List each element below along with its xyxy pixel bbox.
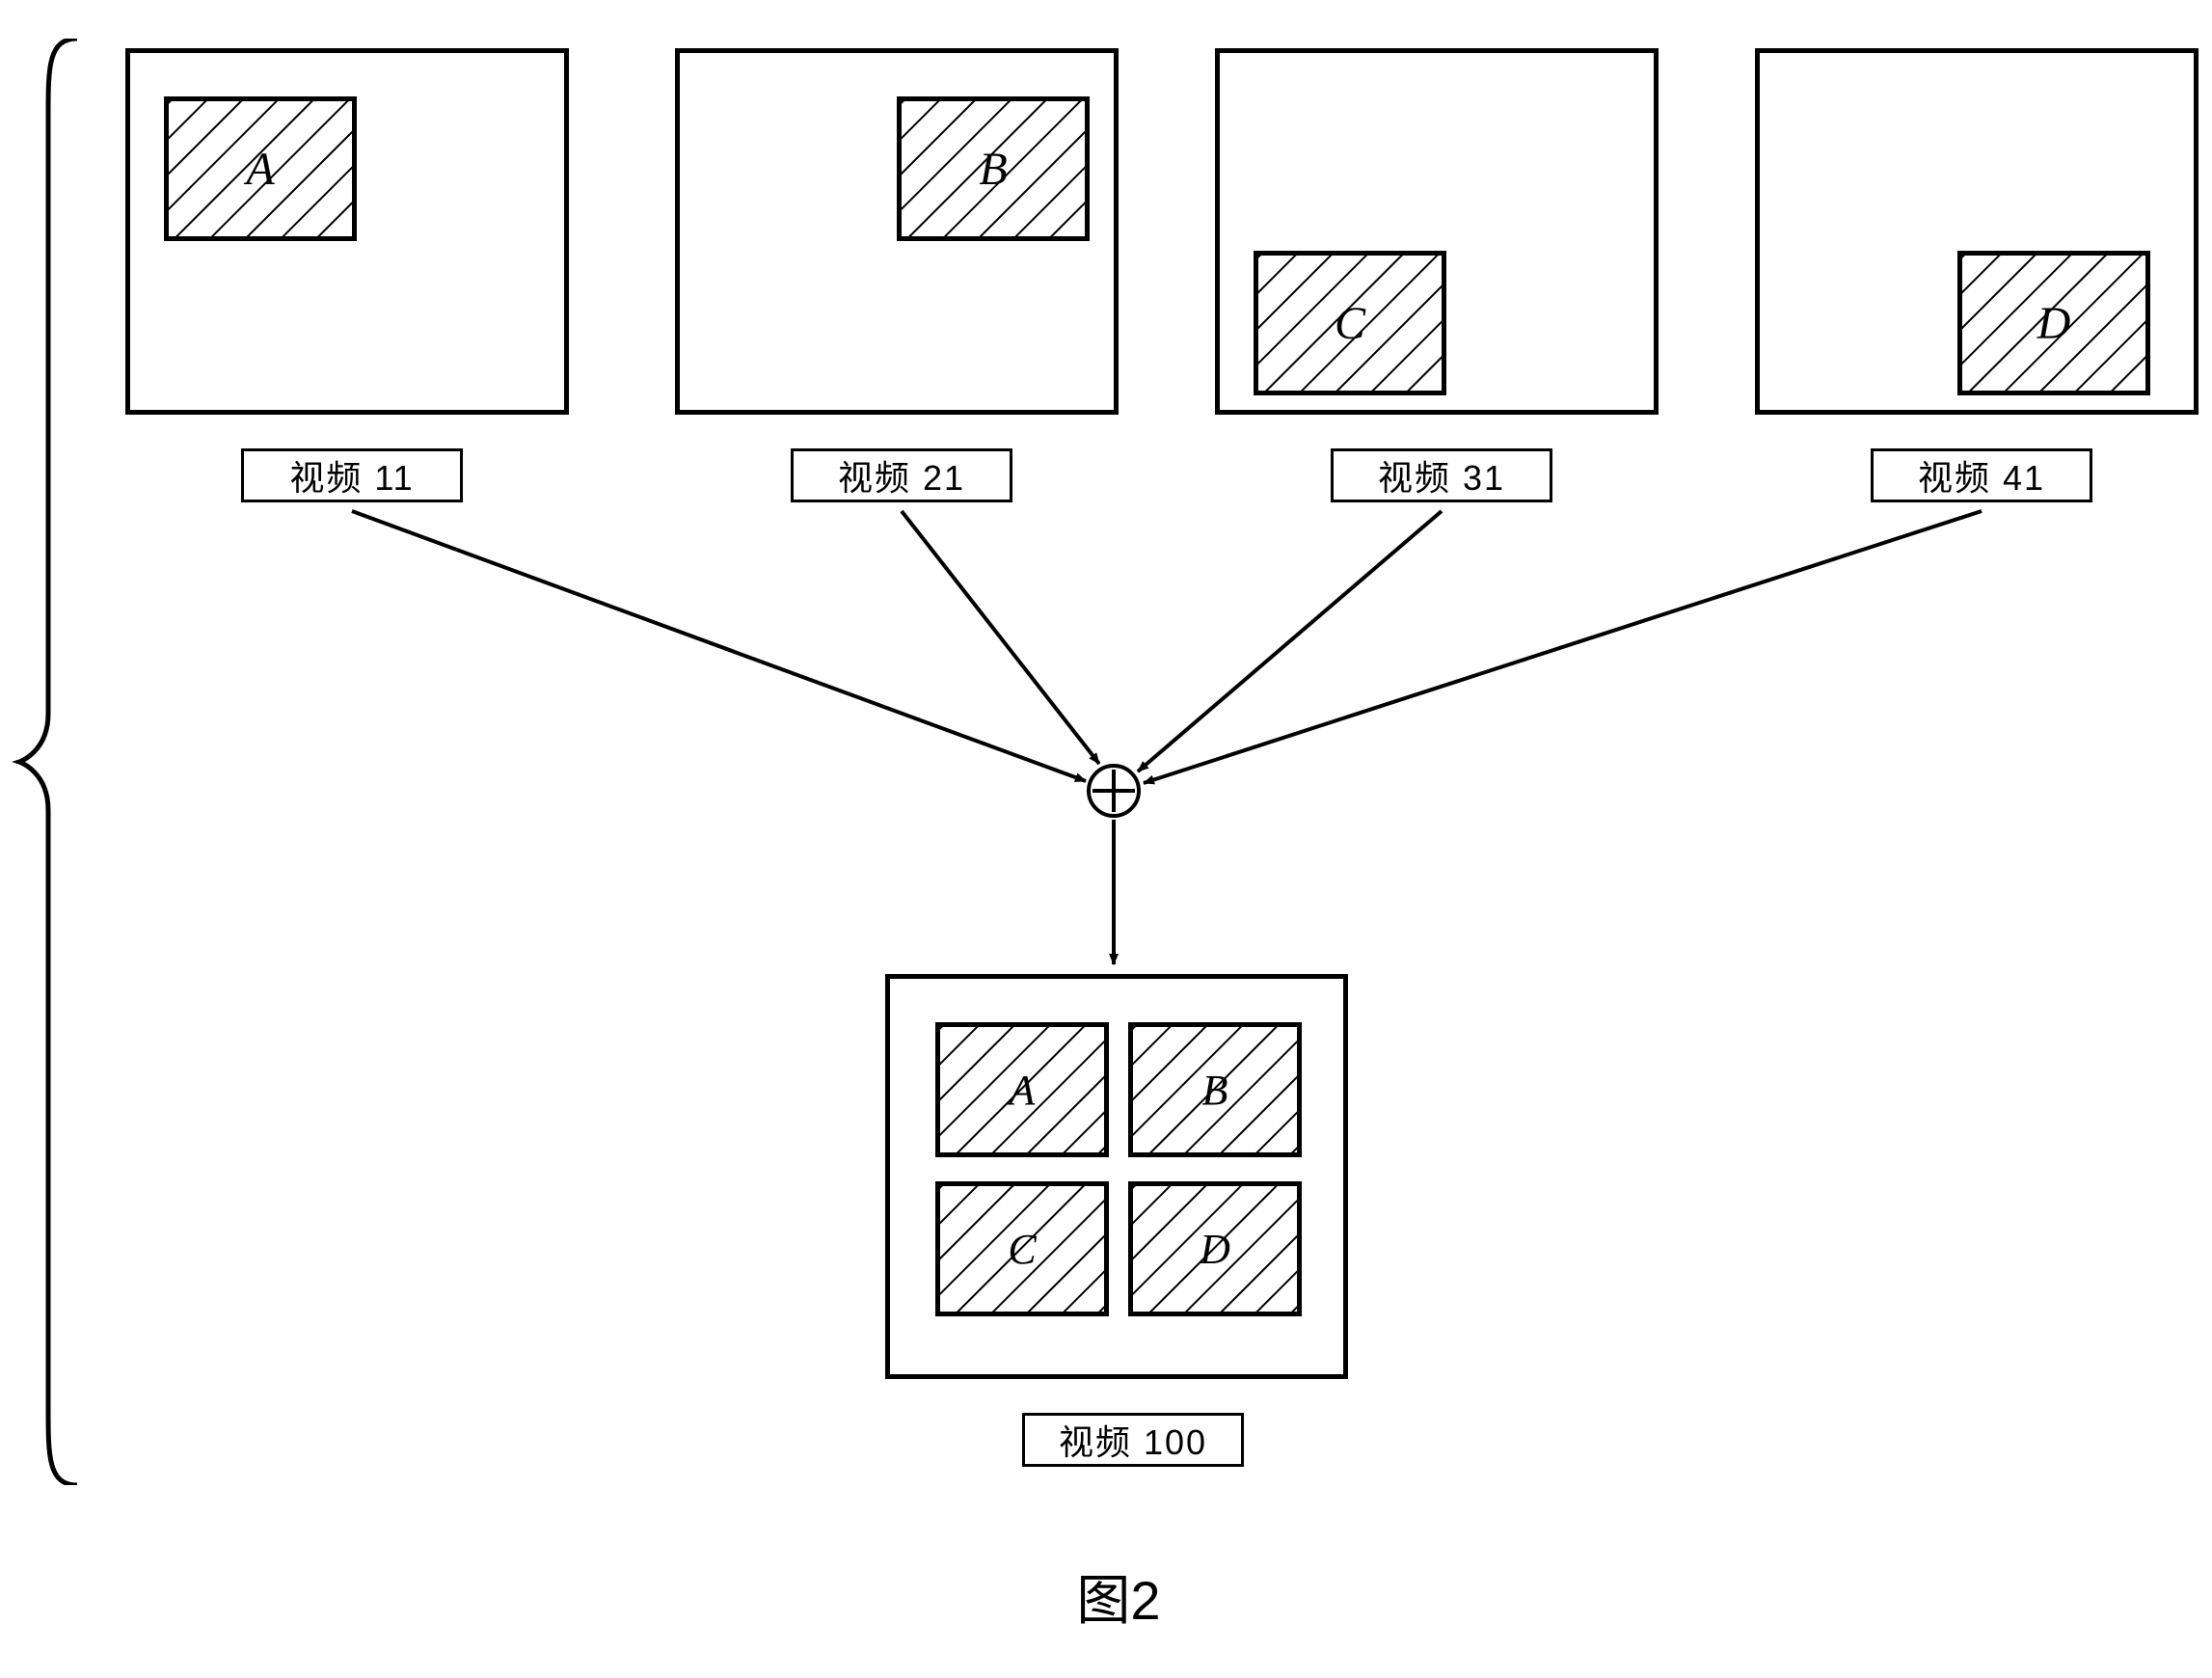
combined-box-B: B: [1128, 1022, 1302, 1157]
caption-text: 图2: [1076, 1557, 1160, 1636]
arrow-3: [1138, 511, 1442, 771]
combined-box-C: C: [935, 1181, 1109, 1316]
box-letter: D: [2037, 297, 2071, 350]
box-letter: A: [1010, 1066, 1036, 1115]
box-letter: D: [1200, 1225, 1230, 1274]
label-text: 视频 100: [1059, 1415, 1207, 1465]
figure-caption: 图2: [1041, 1562, 1196, 1630]
box-letter: C: [1335, 297, 1365, 350]
label-video-100: 视频 100: [1022, 1413, 1244, 1467]
arrow-1: [352, 511, 1086, 781]
combined-box-A: A: [935, 1022, 1109, 1157]
box-letter: B: [979, 143, 1007, 196]
diagram-canvas: A B C D 视频 11 视频 21 视频 31 视频 41: [0, 0, 2212, 1678]
combined-box-D: D: [1128, 1181, 1302, 1316]
box-letter: B: [1202, 1066, 1228, 1115]
box-letter: C: [1008, 1225, 1036, 1274]
arrow-4: [1144, 511, 1982, 783]
box-letter: A: [246, 143, 274, 196]
